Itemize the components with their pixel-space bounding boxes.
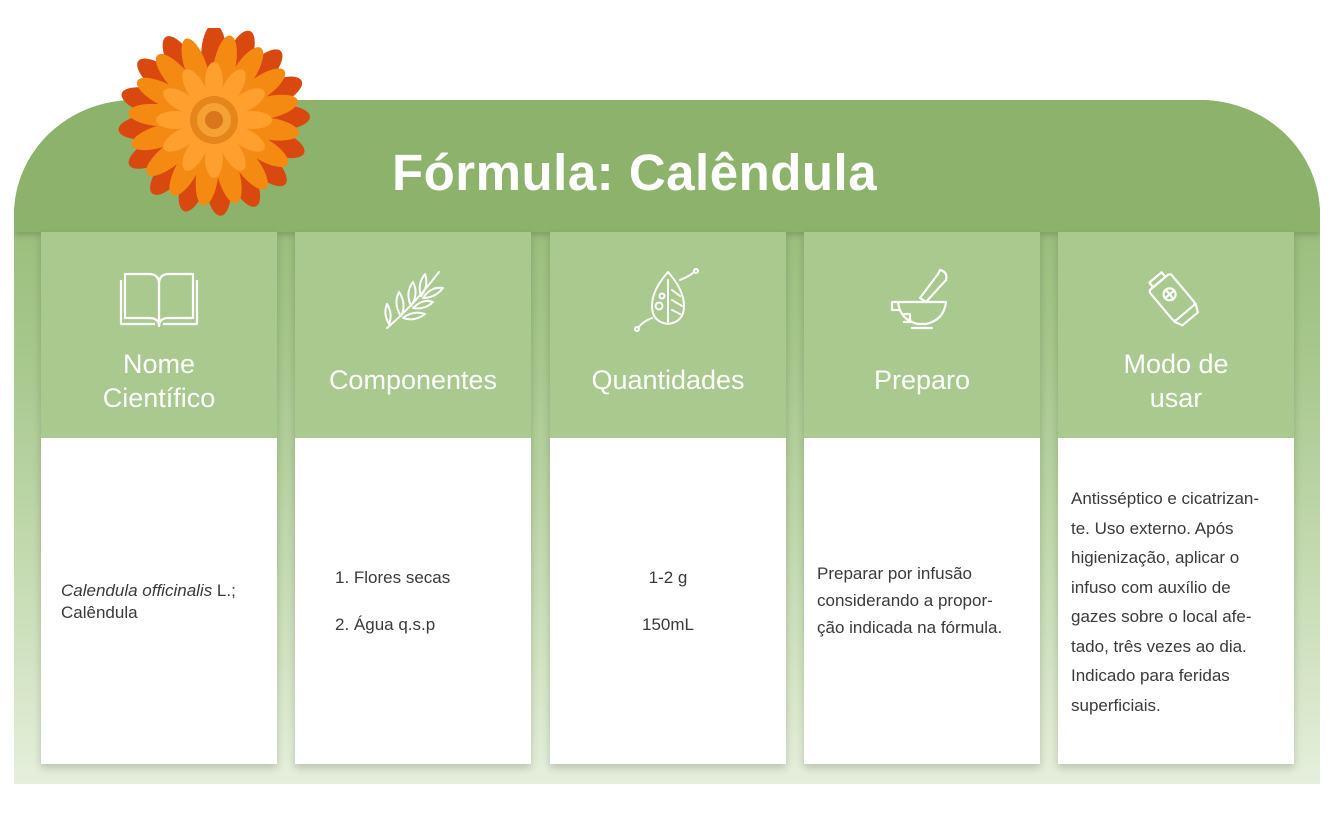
column-header: Componentes [295,232,531,438]
text-line: ção indicada na fórmula. [817,618,1003,637]
herb-branch-icon [295,266,531,332]
text-line: gazes sobre o local afe- [1071,607,1252,626]
calendula-flower-icon [118,28,310,216]
column-header: Quantidades [550,232,786,438]
leaf-drop-icon [550,266,786,332]
column-usage: Modo de usar Antisséptico e cicatrizan- … [1058,232,1294,764]
preparation-text: Preparar por infusão considerando a prop… [817,560,1039,641]
column-quantities: Quantidades 1-2 g 150mL [550,232,786,764]
text-line: Preparar por infusão [817,564,972,583]
ointment-tube-icon [1058,266,1294,332]
text-line: te. Uso externo. Após [1071,518,1234,538]
text-line: considerando a propor- [817,591,993,610]
column-body: Antisséptico e cicatrizan- te. Uso exter… [1058,438,1294,764]
text-line: higienização, aplicar o [1071,548,1240,567]
text-line: superficiais. [1071,695,1161,715]
list-item: 150mL [642,615,694,634]
list-item: 1-2 g [648,568,688,587]
column-title-line2: Científico [102,383,216,413]
column-body: 1. Flores secas 2. Água q.s.p [295,438,531,764]
page-title: Fórmula: Calêndula [392,144,878,201]
text-line: infuso com auxílio de [1071,577,1231,597]
column-header: Preparo [804,232,1040,438]
list-item: 2. Água q.s.p [335,615,436,634]
column-title: Componentes [328,365,498,395]
text-line: tado, três vezes ao dia. [1071,636,1247,656]
column-components: Componentes 1. Flores secas 2. Água q.s.… [295,232,531,764]
column-scientific-name: Nome Científico Calendula officinalis L.… [41,232,277,764]
common-name: Calêndula [61,603,138,622]
column-body: 1-2 g 150mL [550,438,786,764]
column-header: Nome Científico [41,232,277,438]
column-title: Modo de [1123,349,1229,379]
column-title: Quantidades [591,365,745,395]
open-book-icon [41,266,277,332]
column-title: Preparo [873,365,971,395]
scientific-name-text: Calendula officinalis L.; Calêndula [61,580,271,624]
column-body: Calendula officinalis L.; Calêndula [41,438,277,764]
list-item: 1. Flores secas [335,568,451,587]
formula-columns: Nome Científico Calendula officinalis L.… [41,232,1295,764]
usage-text: Antisséptico e cicatrizan- te. Uso exter… [1071,484,1293,720]
scientific-name-author: L.; [212,581,236,600]
text-line: Antisséptico e cicatrizan- [1071,489,1260,508]
column-body: Preparar por infusão considerando a prop… [804,438,1040,764]
column-header: Modo de usar [1058,232,1294,438]
column-preparation: Preparo Preparar por infusão considerand… [804,232,1040,764]
scientific-name-italic: Calendula officinalis [61,581,213,600]
column-title-line2: usar [1149,383,1203,413]
mortar-pestle-icon [804,266,1040,332]
column-title: Nome [122,349,196,379]
text-line: Indicado para feridas [1071,666,1230,685]
